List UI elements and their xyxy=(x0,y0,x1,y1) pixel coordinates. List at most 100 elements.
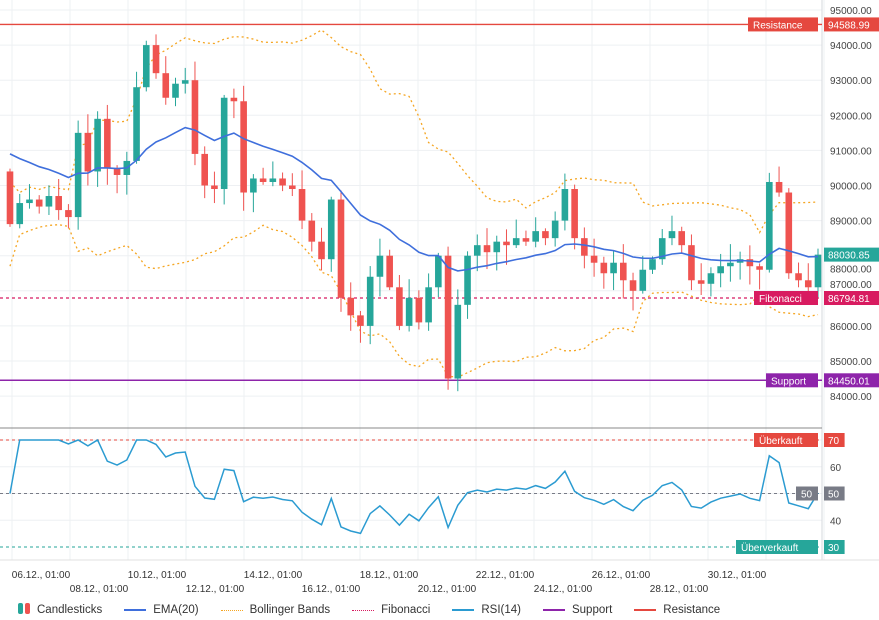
candle[interactable] xyxy=(532,217,539,248)
candle[interactable] xyxy=(658,229,666,265)
candle[interactable] xyxy=(727,244,734,282)
candle[interactable] xyxy=(405,279,413,332)
legend-item[interactable]: EMA(20) xyxy=(124,604,199,616)
candle[interactable] xyxy=(629,272,637,311)
candle[interactable] xyxy=(454,289,462,392)
candle[interactable] xyxy=(775,166,783,197)
candle-body xyxy=(697,280,705,284)
candle[interactable] xyxy=(785,188,793,279)
candle[interactable] xyxy=(600,256,608,289)
candle[interactable] xyxy=(396,275,403,331)
candle[interactable] xyxy=(756,263,763,290)
candle[interactable] xyxy=(250,174,257,213)
candle[interactable] xyxy=(483,228,491,270)
candle[interactable] xyxy=(16,193,24,229)
candle[interactable] xyxy=(123,151,131,195)
candle[interactable] xyxy=(366,266,374,345)
candle[interactable] xyxy=(639,255,647,294)
candle[interactable] xyxy=(211,171,218,204)
candle[interactable] xyxy=(327,196,335,272)
candle[interactable] xyxy=(94,111,101,187)
candle[interactable] xyxy=(74,120,82,230)
candle[interactable] xyxy=(707,267,715,297)
candle[interactable] xyxy=(133,71,140,164)
chart-canvas[interactable]: 95000.00 94000.00 93000.00 92000.00 91000.00… xyxy=(0,0,879,600)
candle[interactable] xyxy=(298,170,306,230)
candle[interactable] xyxy=(45,185,53,215)
x-tick-label: 22.12., 01:00 xyxy=(476,570,535,581)
candle[interactable] xyxy=(279,172,286,192)
candle-body xyxy=(814,254,822,288)
candle[interactable] xyxy=(6,168,14,227)
candle[interactable] xyxy=(65,204,72,229)
candle[interactable] xyxy=(26,184,33,209)
candle[interactable] xyxy=(201,146,208,199)
candle[interactable] xyxy=(152,34,160,79)
candle[interactable] xyxy=(766,172,773,273)
legend-item[interactable]: Resistance xyxy=(634,604,720,616)
legend-item[interactable]: Bollinger Bands xyxy=(220,604,330,616)
candle[interactable] xyxy=(464,251,471,319)
candle[interactable] xyxy=(220,94,228,205)
legend-swatch-icon xyxy=(452,609,475,611)
candle[interactable] xyxy=(269,161,277,187)
candle[interactable] xyxy=(415,290,423,330)
candle-body xyxy=(55,196,62,211)
candle[interactable] xyxy=(512,219,520,248)
candle[interactable] xyxy=(444,246,452,390)
candle[interactable] xyxy=(668,215,676,246)
price-tick-label: 93000.00 xyxy=(830,76,872,87)
candle[interactable] xyxy=(318,227,325,271)
candle[interactable] xyxy=(746,245,754,285)
legend-item[interactable]: RSI(14) xyxy=(452,604,521,616)
candle[interactable] xyxy=(240,85,247,211)
candle[interactable] xyxy=(571,184,578,250)
legend-swatch-icon xyxy=(352,609,375,611)
candle[interactable] xyxy=(590,238,598,277)
candle[interactable] xyxy=(425,273,432,331)
candle[interactable] xyxy=(503,229,510,265)
candle[interactable] xyxy=(113,165,121,194)
candle[interactable] xyxy=(357,310,364,343)
candle[interactable] xyxy=(230,88,238,119)
legend-item[interactable]: Fibonacci xyxy=(352,604,430,616)
candle[interactable] xyxy=(542,228,549,246)
candle[interactable] xyxy=(561,173,569,231)
candle[interactable] xyxy=(172,77,179,107)
candle[interactable] xyxy=(191,61,199,166)
candle[interactable] xyxy=(289,173,296,197)
candle[interactable] xyxy=(308,213,316,252)
candle[interactable] xyxy=(610,250,617,291)
candle[interactable] xyxy=(697,263,705,296)
candle-body xyxy=(386,255,393,288)
legend-item[interactable]: Support xyxy=(542,604,612,616)
candle[interactable] xyxy=(717,253,724,288)
candle[interactable] xyxy=(55,179,62,220)
candle[interactable] xyxy=(162,56,170,105)
candle[interactable] xyxy=(522,230,530,246)
candle[interactable] xyxy=(259,167,267,185)
candle[interactable] xyxy=(688,234,695,291)
candle[interactable] xyxy=(795,262,802,288)
candle[interactable] xyxy=(551,211,559,247)
candle[interactable] xyxy=(376,238,384,297)
candle[interactable] xyxy=(142,40,150,92)
price-tick-label: 85000.00 xyxy=(830,357,872,368)
candle[interactable] xyxy=(347,282,355,331)
candle[interactable] xyxy=(581,227,588,269)
candle[interactable] xyxy=(337,190,345,312)
candle[interactable] xyxy=(435,252,442,298)
candle[interactable] xyxy=(386,249,393,291)
candle[interactable] xyxy=(473,234,481,272)
legend-label: Resistance xyxy=(663,604,721,616)
candle[interactable] xyxy=(104,104,111,185)
candle[interactable] xyxy=(678,226,686,254)
candle[interactable] xyxy=(804,263,812,296)
candle[interactable] xyxy=(493,235,501,271)
candle[interactable] xyxy=(84,114,92,186)
candle[interactable] xyxy=(649,256,656,274)
candle[interactable] xyxy=(181,67,189,94)
candle[interactable] xyxy=(35,195,43,214)
legend-item[interactable]: Candlesticks xyxy=(18,603,102,617)
